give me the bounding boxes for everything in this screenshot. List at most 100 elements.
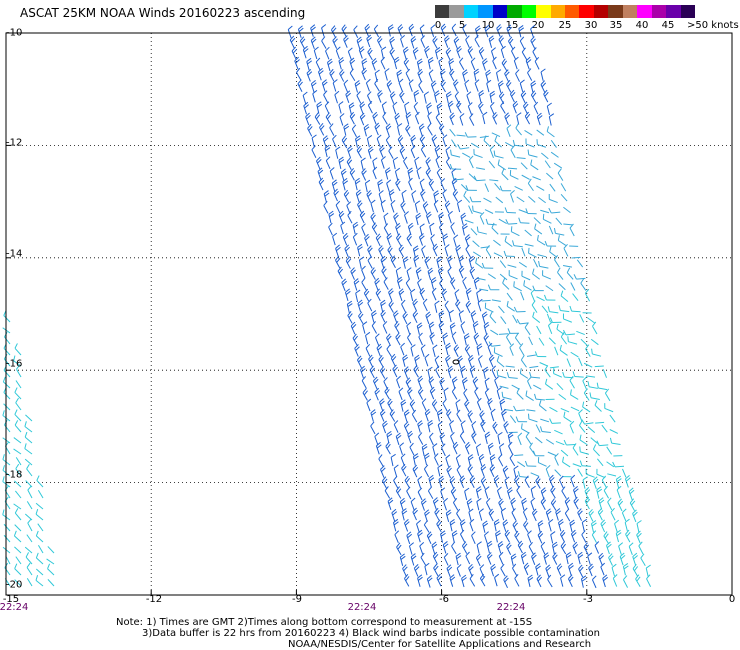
barb-feather [585,498,591,504]
wind-barb [460,147,470,150]
wind-barb [606,446,613,455]
wind-barb [423,94,427,104]
barb-feather [342,177,348,183]
wind-barb [442,335,446,345]
legend-label: 15 [505,20,519,31]
barb-feather [626,531,631,537]
barb-feather [394,312,399,317]
barb-feather [467,500,473,505]
wind-barb [395,436,400,446]
barb-feather [393,310,398,315]
barb-feather [367,298,372,304]
barb-feather [579,566,584,572]
wind-barb [317,71,322,81]
barb-feather [537,520,543,525]
wind-barb [485,502,491,511]
wind-barb [467,414,473,423]
barb-feather [346,258,352,264]
barb-feather [506,124,512,129]
barb-feather [350,267,355,272]
barb-feather [356,191,362,197]
wind-barb [374,83,380,92]
barb-feather [418,387,423,393]
wind-barb [495,196,504,204]
barb-feather [523,101,528,107]
wind-barb [557,272,564,280]
wind-barb [489,94,493,104]
wind-barb [14,535,22,543]
wind-barb [628,546,633,556]
wind-barb [581,534,587,543]
wind-barb [395,226,399,236]
barb-feather [429,477,435,482]
wind-barb [430,84,435,93]
barb-feather [439,377,444,382]
wind-barb [344,248,349,258]
wind-barb [483,197,492,203]
wind-barb [442,403,448,412]
barb-feather [488,554,493,559]
barb-feather [338,210,344,216]
wind-barb [476,292,480,302]
wind-barb [501,62,508,71]
legend-swatch [492,5,508,18]
barb-feather [408,433,413,438]
barb-feather [377,179,383,184]
barb-feather [364,233,369,239]
barb-feather [414,566,420,571]
barb-feather [325,46,330,52]
wind-barb [481,314,486,324]
wind-barb [47,568,55,576]
barb-feather [397,72,403,77]
wind-barb [405,115,410,125]
barb-feather [543,552,549,557]
barb-feather [592,575,597,580]
wind-barb [510,175,519,180]
wind-barb [419,226,423,236]
wind-barb [332,236,336,246]
legend-swatch [435,5,450,18]
barb-feather [388,288,393,293]
barb-feather [417,420,423,425]
barb-feather [381,467,386,473]
barb-feather [629,489,635,495]
barb-feather [405,477,410,483]
barb-feather [501,45,506,50]
barb-feather [489,510,495,516]
barb-feather [334,90,340,96]
wind-barb [487,401,492,411]
barb-feather [292,48,298,54]
wind-barb [482,523,486,533]
barb-feather [535,563,541,568]
barb-feather [449,574,455,579]
barb-feather [352,333,357,339]
barb-feather [430,234,435,239]
wind-barb [491,369,497,379]
wind-barb [449,423,453,433]
barb-feather [484,377,490,382]
barb-feather [355,135,361,140]
barb-feather [451,386,457,392]
barb-feather [380,199,386,204]
wind-barb [400,204,406,214]
barb-feather [488,442,494,447]
barb-feather [373,24,379,30]
wind-barb [549,406,558,413]
wind-barb [524,243,534,247]
wind-barb [433,567,439,577]
barb-feather [606,543,612,549]
barb-feather [365,331,371,336]
wind-barb [385,446,391,455]
barb-feather [383,422,388,428]
barb-feather [394,214,399,220]
wind-barb [597,512,603,521]
barb-feather [529,442,533,448]
wind-barb [523,566,529,576]
barb-feather [334,190,339,196]
barb-feather [389,409,394,415]
wind-barb [449,325,453,335]
wind-barb [396,280,401,290]
barb-feather [615,529,621,534]
barb-feather [325,156,331,161]
barb-feather [503,521,509,527]
